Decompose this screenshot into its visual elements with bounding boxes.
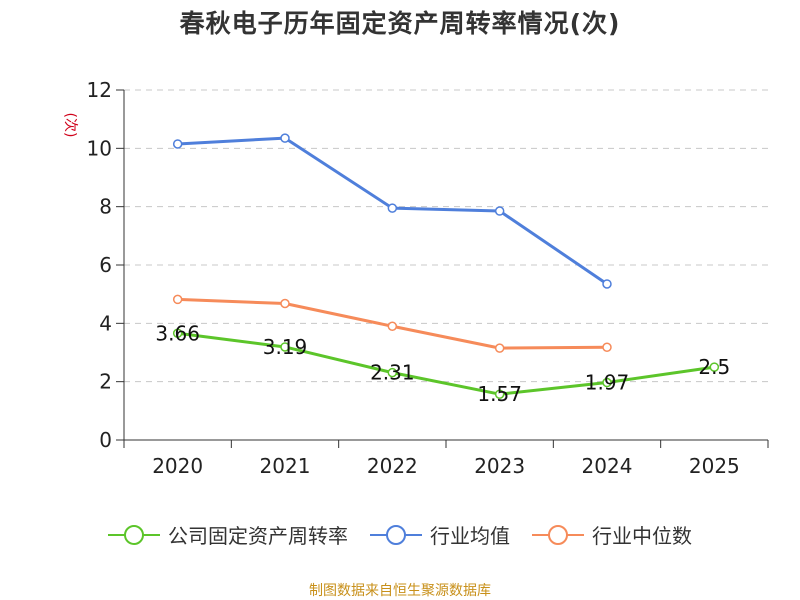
data-label: 3.19 — [263, 335, 308, 359]
data-point[interactable] — [709, 362, 720, 372]
series-line — [177, 331, 715, 396]
legend-item-company[interactable]: 公司固定资产周转率 — [108, 520, 348, 549]
data-point[interactable] — [602, 279, 612, 289]
axes: 0 2 4 6 8 10 12 2020 2021 2022 2023 2024 2025 — [87, 78, 769, 478]
x-tick-label: 2021 — [260, 454, 311, 478]
legend-line-marker-icon — [532, 524, 584, 545]
data-label: 2.5 — [698, 355, 730, 379]
y-tick-label: 12 — [87, 78, 112, 102]
y-tick-label: 10 — [87, 136, 112, 160]
data-source-note: 制图数据来自恒生聚源数据库 — [309, 583, 491, 599]
data-point[interactable] — [494, 343, 505, 353]
data-point[interactable] — [494, 389, 505, 399]
legend-label: 行业中位数 — [592, 524, 692, 548]
y-tick-label: 6 — [99, 253, 112, 277]
y-tick-label: 4 — [99, 311, 112, 335]
legend-label: 公司固定资产周转率 — [168, 524, 348, 548]
data-point[interactable] — [172, 328, 183, 338]
data-point[interactable] — [172, 139, 183, 149]
y-tick-label: 0 — [99, 428, 112, 452]
x-tick-label: 2024 — [582, 454, 633, 478]
data-point[interactable] — [387, 321, 398, 331]
data-point[interactable] — [280, 342, 290, 352]
x-tick-label: 2022 — [367, 454, 418, 478]
data-point[interactable] — [172, 294, 183, 305]
data-label: 1.97 — [585, 371, 630, 395]
data-point[interactable] — [280, 133, 290, 143]
legend-item-industry-mean[interactable]: 行业均值 — [370, 520, 510, 549]
legend-item-industry-median[interactable]: 行业中位数 — [532, 520, 692, 549]
data-label: 2.31 — [370, 361, 415, 385]
data-label: 1.57 — [477, 382, 522, 406]
legend-line-marker-icon — [108, 524, 160, 545]
x-tick-label: 2020 — [152, 454, 203, 478]
data-point[interactable] — [387, 367, 398, 378]
data-point[interactable] — [602, 377, 612, 388]
data-label: 3.66 — [155, 321, 200, 345]
legend-line-marker-icon — [370, 524, 422, 545]
series-lines — [172, 133, 720, 399]
x-tick-label: 2023 — [474, 454, 525, 478]
y-tick-label: 2 — [99, 370, 112, 394]
legend-label: 行业均值 — [430, 524, 510, 548]
y-axis-label: (次) — [62, 113, 78, 138]
legend: 公司固定资产周转率 行业均值 行业中位数 — [0, 520, 800, 549]
y-tick-label: 8 — [99, 195, 112, 219]
data-point[interactable] — [387, 203, 398, 213]
x-tick-label: 2025 — [689, 454, 740, 478]
chart-title: 春秋电子历年固定资产周转率情况(次) — [179, 9, 621, 38]
data-point[interactable] — [602, 342, 612, 352]
data-labels: 3.66 3.19 2.31 1.57 1.97 2.5 — [155, 321, 730, 406]
data-point[interactable] — [494, 206, 505, 216]
data-point[interactable] — [280, 298, 290, 309]
grid-lines — [124, 89, 768, 383]
